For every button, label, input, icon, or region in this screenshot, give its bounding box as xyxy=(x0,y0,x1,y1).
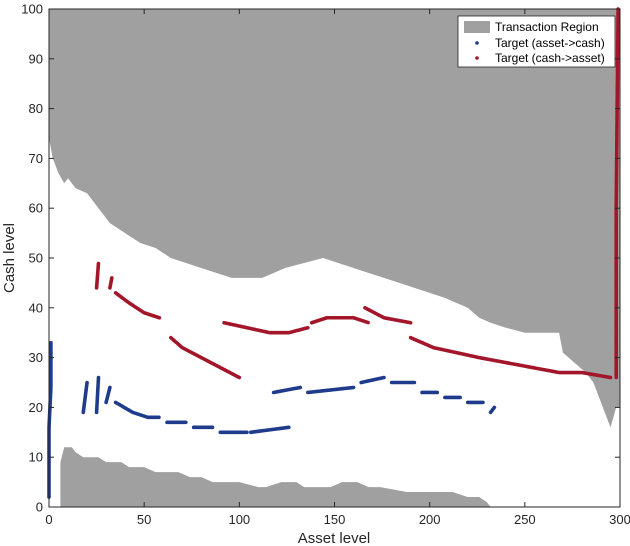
segment-target-asset-to-cash-8 xyxy=(248,425,291,435)
segment-target-asset-to-cash-1 xyxy=(81,380,89,415)
legend-label-cash-to-asset: Target (cash->asset) xyxy=(495,51,605,65)
y-tick-label: 80 xyxy=(29,101,43,116)
x-tick-label: 0 xyxy=(45,512,52,527)
x-tick-label: 300 xyxy=(609,512,630,527)
segment-target-cash-to-asset-1 xyxy=(108,276,114,290)
segment-target-cash-to-asset-2 xyxy=(113,291,162,320)
segment-target-asset-to-cash-11 xyxy=(359,375,386,385)
segment-target-cash-to-asset-0 xyxy=(94,261,101,290)
segment-target-cash-to-asset-6 xyxy=(363,305,413,325)
segment-target-asset-to-cash-3 xyxy=(104,385,112,405)
transaction-region-layer xyxy=(49,9,620,507)
y-axis: 0 10 20 30 40 50 60 70 80 90 100 xyxy=(21,2,620,515)
y-tick-label: 50 xyxy=(29,251,43,266)
x-axis-label: Asset level xyxy=(298,530,371,546)
x-tick-label: 100 xyxy=(228,512,250,527)
region-upper xyxy=(49,9,620,428)
segment-target-asset-to-cash-16 xyxy=(488,405,497,415)
segment-target-cash-to-asset-3 xyxy=(169,335,242,380)
y-tick-label: 30 xyxy=(29,350,43,365)
y-tick-label: 70 xyxy=(29,151,43,166)
segment-target-asset-to-cash-10 xyxy=(306,385,356,395)
legend-label-region: Transaction Region xyxy=(495,20,599,34)
segment-target-cash-to-asset-5 xyxy=(309,315,371,325)
y-tick-label: 60 xyxy=(29,201,43,216)
y-tick-label: 100 xyxy=(21,2,43,17)
legend-marker-asset-to-cash xyxy=(475,41,479,45)
segment-target-asset-to-cash-2 xyxy=(94,375,101,415)
x-tick-label: 250 xyxy=(514,512,536,527)
legend-label-asset-to-cash: Target (asset->cash) xyxy=(495,36,605,50)
segment-target-cash-to-asset-7 xyxy=(408,335,613,380)
y-tick-label: 10 xyxy=(29,450,43,465)
y-tick-label: 40 xyxy=(29,300,43,315)
segment-target-asset-to-cash-4 xyxy=(113,400,162,420)
x-tick-label: 150 xyxy=(324,512,346,527)
legend-marker-cash-to-asset xyxy=(475,56,479,60)
legend-swatch-region xyxy=(464,21,490,33)
x-axis: 0 50 100 150 200 250 300 xyxy=(45,9,630,527)
region-lower xyxy=(60,447,491,507)
segment-target-cash-to-asset-8 xyxy=(614,7,620,380)
x-tick-label: 200 xyxy=(419,512,441,527)
segment-target-asset-to-cash-9 xyxy=(271,385,303,395)
y-tick-label: 20 xyxy=(29,400,43,415)
segment-target-cash-to-asset-4 xyxy=(222,320,310,335)
x-tick-label: 50 xyxy=(137,512,151,527)
y-tick-label: 90 xyxy=(29,51,43,66)
y-tick-label: 0 xyxy=(36,500,43,515)
legend: Transaction Region Target (asset->cash) … xyxy=(457,15,616,68)
y-axis-label: Cash level xyxy=(1,223,18,293)
